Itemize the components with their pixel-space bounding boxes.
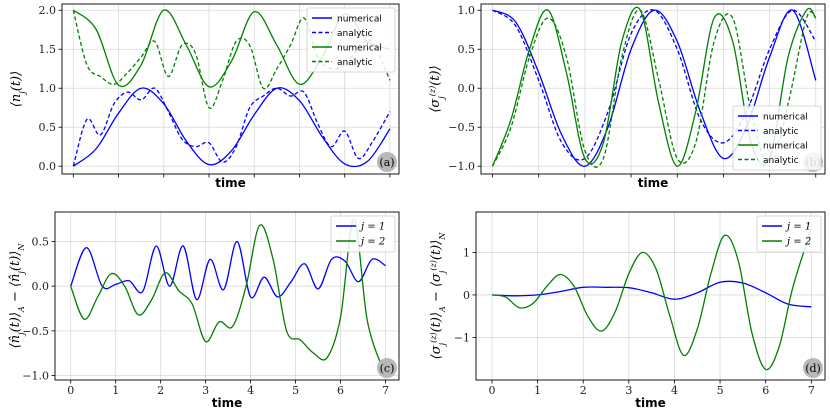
x-tick-label: 2	[580, 384, 587, 397]
series-group	[491, 228, 812, 371]
y-tick-label: 0.0	[32, 280, 50, 293]
x-tick-label: 1	[534, 384, 541, 397]
series-group	[70, 218, 387, 376]
legend: numerical analytic numerical analytic	[732, 105, 822, 171]
plot-frame	[54, 211, 400, 381]
legend: numerical analytic numerical analytic	[306, 7, 396, 73]
legend: j = 1 j = 2	[756, 215, 822, 253]
legend-box	[756, 215, 822, 253]
legend-label: numerical	[763, 142, 808, 152]
y-tick-label: 0.5	[39, 121, 57, 134]
panel-2: 0 1 2 3 4 5 6 7 −1.0 −0.5 0.0 0.5 time ⟨n̂j(t)⟩A − ⟨n…	[8, 211, 400, 408]
y-tick-label: 0.5	[32, 235, 50, 248]
panel-3: 0 1 2 3 4 5 6 7 −1 0 1 time ⟨σj(z)(t)⟩A − ⟨σj(z)(t)⟩…	[429, 211, 826, 408]
y-tick-label: −0.5	[448, 121, 475, 134]
y-tick-label: 1	[463, 246, 470, 259]
legend-label: j = 1	[785, 222, 811, 233]
x-tick-label: 2	[157, 384, 164, 397]
series-line-j=2	[70, 218, 387, 376]
panel-badge-label: (c)	[380, 362, 395, 375]
x-tick-label: 4	[671, 384, 678, 397]
legend-box	[732, 105, 822, 171]
x-tick-label: 0	[67, 384, 74, 397]
plot-frame	[61, 3, 400, 175]
legend: j = 1 j = 2	[330, 215, 396, 253]
legend-label: j = 1	[359, 222, 385, 233]
legend-label: analytic	[337, 29, 373, 39]
y-tick-label: −0.5	[22, 325, 49, 338]
panel-badge	[803, 358, 823, 378]
y-tick-label: −1	[454, 331, 470, 344]
y-tick-label: 0.0	[39, 160, 57, 173]
panel-badge-label: (d)	[805, 362, 821, 375]
x-tick-label: 4	[247, 384, 254, 397]
legend-label: analytic	[763, 156, 799, 166]
y-tick-label: 1.5	[39, 43, 57, 56]
y-tick-label: 2.0	[39, 4, 57, 17]
y-tick-label: 1.0	[39, 82, 57, 95]
x-tick-label: 5	[292, 384, 299, 397]
legend-box	[306, 7, 396, 73]
legend-label: j = 2	[785, 237, 811, 248]
x-tick-label: 0	[488, 384, 495, 397]
y-axis-label: ⟨nj(t)⟩	[9, 71, 27, 107]
x-axis-label: time	[635, 396, 666, 408]
x-tick-label: 3	[625, 384, 632, 397]
legend-box	[330, 215, 396, 253]
legend-label: numerical	[337, 44, 382, 54]
y-axis-label: ⟨σj(z)(t)⟩A − ⟨σj(z)(t)⟩N	[429, 232, 447, 360]
plot-frame	[480, 3, 826, 175]
y-tick-label: −1.0	[448, 160, 475, 173]
series-line-numerical	[72, 87, 391, 168]
legend-label: numerical	[337, 15, 382, 25]
x-axis-label: time	[638, 176, 669, 190]
y-axis-label: ⟨σj(z)(t)⟩	[428, 65, 446, 112]
panel-0: 0.0 0.5 1.0 1.5 2.0 time ⟨nj(t)⟩ (a) numerical an…	[9, 3, 400, 190]
x-tick-label: 7	[808, 384, 815, 397]
series-line-analytic	[492, 9, 817, 161]
series-line-j=1	[491, 280, 812, 308]
x-tick-label: 5	[717, 384, 724, 397]
legend-label: analytic	[337, 58, 373, 68]
x-tick-label: 7	[382, 384, 389, 397]
x-tick-label: 6	[762, 384, 769, 397]
y-tick-label: −1.0	[22, 370, 49, 383]
x-tick-label: 1	[112, 384, 119, 397]
series-line-j=2	[491, 228, 812, 371]
x-tick-label: 3	[202, 384, 209, 397]
series-line-analytic	[72, 87, 391, 167]
panel-1: −1.0−0.50.00.51.0time⟨σj(z)(t)⟩(b)numeri…	[428, 3, 826, 190]
legend-label: analytic	[763, 127, 799, 137]
panel-badge	[377, 152, 397, 172]
legend-label: j = 2	[359, 237, 385, 248]
legend-label: numerical	[763, 113, 808, 123]
x-axis-label: time	[215, 176, 246, 190]
series-line-j=1	[70, 240, 386, 301]
y-tick-label: 0.0	[458, 82, 476, 95]
y-axis-label: ⟨n̂j(t)⟩A − ⟨n̂j(t)⟩N	[8, 243, 26, 349]
y-tick-label: 0.5	[458, 43, 476, 56]
panel-badge-label: (a)	[379, 156, 394, 169]
x-tick-label: 6	[337, 384, 344, 397]
x-axis-label: time	[212, 396, 243, 408]
y-tick-label: 0	[463, 289, 470, 302]
y-tick-label: 1.0	[458, 4, 476, 17]
panel-badge	[377, 358, 397, 378]
plot-frame	[475, 211, 826, 381]
